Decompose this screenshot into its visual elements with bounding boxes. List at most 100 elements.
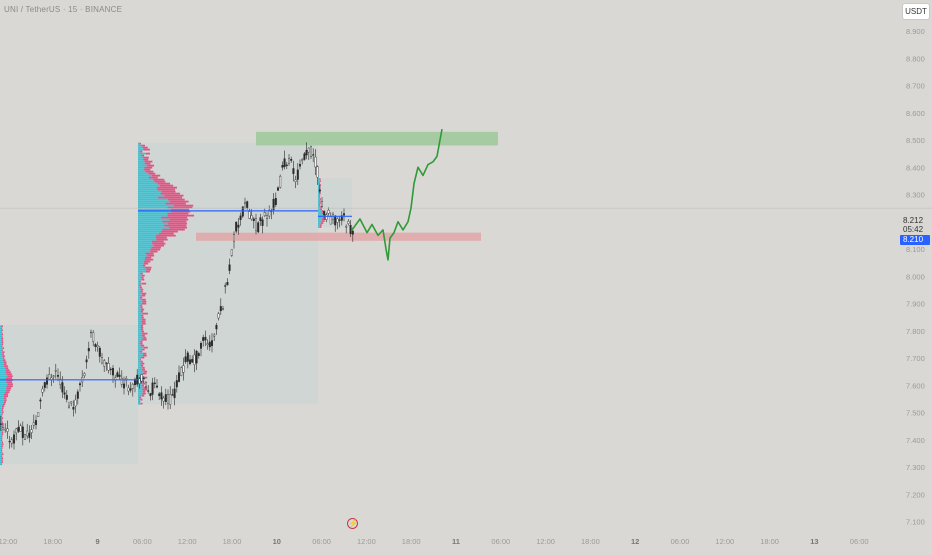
y-tick-label: 8.800 [906, 54, 925, 63]
profile-bar-up [0, 359, 3, 362]
profile-bar-up [138, 384, 142, 387]
profile-bar-up [0, 351, 3, 354]
profile-bar-up [138, 268, 147, 271]
profile-bar-up [0, 325, 2, 328]
profile-bar-down [1, 451, 3, 454]
profile-bar-up [138, 356, 142, 359]
profile-bar-down [5, 391, 10, 394]
candle-body [325, 214, 328, 220]
y-tick-label: 7.600 [906, 381, 925, 390]
x-tick-label: 06:00 [133, 537, 152, 546]
profile-bar-down [1, 405, 5, 408]
supply-zone [256, 131, 498, 146]
profile-bar-down [7, 383, 13, 386]
candle-body [343, 213, 346, 216]
currency-button[interactable]: USDT [902, 3, 930, 20]
candle-body [166, 394, 169, 404]
profile-bar-up [0, 463, 2, 466]
profile-bar-down [142, 274, 145, 277]
candle-body [296, 169, 299, 180]
profile-bar-up [138, 392, 143, 395]
profile-bar-up [138, 166, 145, 169]
profile-bar-up [138, 368, 142, 371]
profile-bar-up [138, 230, 161, 233]
candle-body [268, 209, 271, 217]
profile-bar-up [138, 386, 144, 389]
profile-bar-up [318, 182, 319, 184]
profile-bar-up [138, 348, 143, 351]
profile-bar-up [138, 246, 152, 249]
profile-bar-down [144, 168, 151, 171]
candle-body [96, 345, 99, 348]
profile-bar-up [138, 216, 161, 219]
profile-bar-up [318, 216, 324, 218]
profile-bar-down [142, 382, 147, 385]
profile-bar-down [3, 401, 7, 404]
profile-bar-up [0, 441, 2, 444]
profile-bar-down [141, 324, 144, 327]
profile-bar-down [151, 174, 161, 177]
profile-bar-down [146, 268, 151, 271]
projection-path [351, 128, 443, 261]
profile-bar-down [4, 393, 9, 396]
profile-bar-up [318, 220, 323, 222]
candle-body [30, 429, 33, 433]
candle-body [186, 352, 189, 362]
profile-bar-down [1, 441, 3, 444]
profile-bar-up [0, 371, 6, 374]
candle-body [43, 382, 46, 388]
profile-bar-down [142, 352, 147, 355]
profile-bar-down [165, 202, 186, 205]
profile-bar-down [163, 224, 187, 227]
profile-bar-down [141, 320, 146, 323]
profile-bar-up [0, 333, 2, 336]
candle-body [41, 388, 44, 393]
profile-bar-up [138, 142, 140, 145]
profile-bar-down [319, 208, 322, 210]
profile-bar-down [145, 152, 151, 155]
profile-bar-up [138, 238, 157, 241]
profile-bar-up [0, 461, 2, 464]
profile-bar-down [139, 286, 143, 289]
profile-bar-up [138, 344, 141, 347]
profile-bar-up [138, 250, 151, 253]
candle-body [92, 332, 95, 342]
profile-bar-up [0, 375, 8, 378]
x-tick-label: 11 [452, 537, 460, 546]
profile-bar-up [0, 457, 2, 460]
profile-bar-up [138, 298, 143, 301]
profile-bar-down [151, 246, 161, 249]
profile-bar-down [1, 463, 3, 466]
candle-body [28, 432, 31, 438]
profile-bar-down [171, 210, 191, 213]
profile-bar-up [0, 455, 2, 458]
profile-bar-down [164, 194, 184, 197]
profile-bar-up [138, 190, 162, 193]
candle-body [323, 210, 326, 216]
profile-bar-down [0, 429, 3, 432]
candle-body [24, 434, 27, 440]
candle-body [37, 412, 40, 417]
profile-bar-down [319, 178, 321, 180]
profile-bar-down [151, 240, 164, 243]
profile-bar-up [318, 222, 321, 224]
profile-bar-up [138, 294, 143, 297]
profile-bar-up [138, 352, 143, 355]
candle-body [144, 382, 147, 387]
profile-bar-up [138, 396, 140, 399]
profile-bar-down [140, 402, 143, 405]
profile-bar-down [322, 220, 325, 222]
profile-bar-up [138, 288, 142, 291]
profile-bar-up [0, 435, 2, 438]
lightning-icon[interactable]: ⚡ [347, 518, 358, 529]
profile-bar-up [138, 338, 142, 341]
candle-body [254, 218, 257, 232]
candle-body [83, 373, 86, 376]
profile-bar-down [4, 365, 8, 368]
candle-body [105, 362, 108, 364]
profile-bar-up [138, 196, 159, 199]
profile-bar-down [2, 351, 5, 354]
profile-bar-down [141, 144, 145, 147]
candle-body [237, 224, 240, 228]
